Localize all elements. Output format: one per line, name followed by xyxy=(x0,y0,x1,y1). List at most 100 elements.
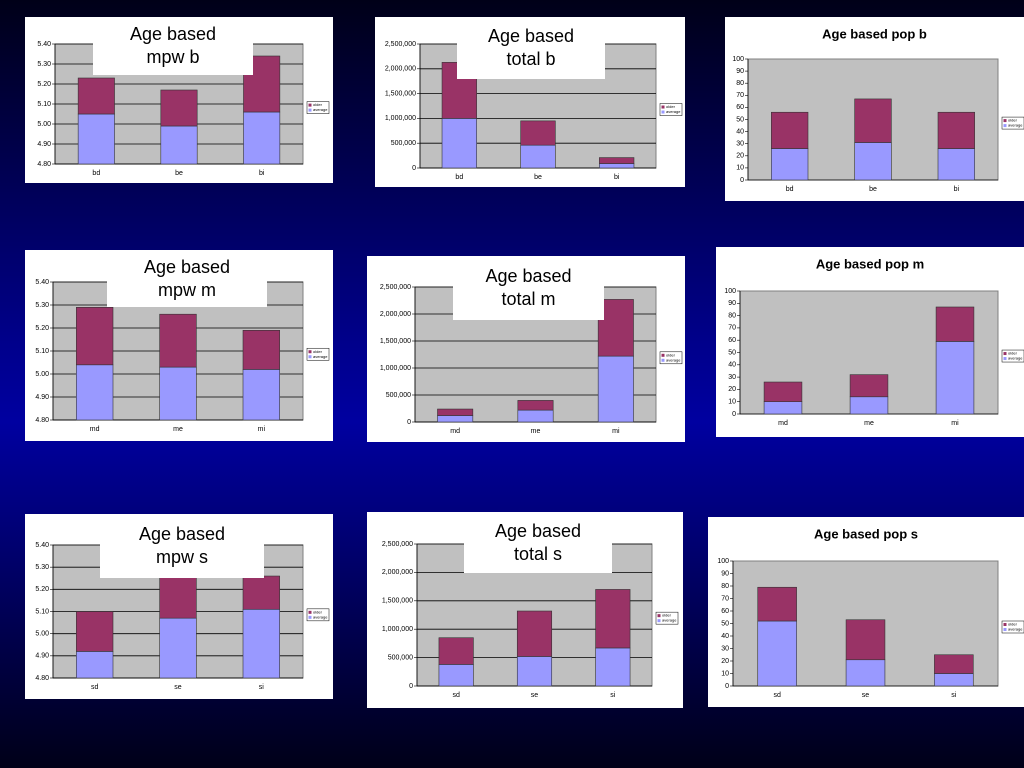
legend xyxy=(1001,116,1024,130)
bar-segment xyxy=(160,89,198,127)
bar-segment xyxy=(935,306,975,342)
y-tick-label: 5.00 xyxy=(35,631,49,638)
x-tick-label: bd xyxy=(92,170,100,177)
bar-segment xyxy=(438,637,474,665)
x-tick-label: bd xyxy=(786,186,794,193)
y-tick-label: 2,500,000 xyxy=(385,41,416,48)
y-tick-label: 4.90 xyxy=(35,653,49,660)
bar-segment xyxy=(243,111,281,165)
x-tick-label: bi xyxy=(259,170,265,177)
legend-label: average xyxy=(1008,123,1023,128)
y-tick-label: 5.10 xyxy=(35,348,49,355)
x-tick-label: bi xyxy=(954,186,960,193)
bar-segment xyxy=(763,401,803,415)
legend-swatch xyxy=(1003,352,1007,356)
legend-label: older xyxy=(1008,622,1018,627)
x-tick-label: se xyxy=(531,692,539,699)
x-tick-label: si xyxy=(951,692,957,699)
y-tick-label: 5.10 xyxy=(35,608,49,615)
x-tick-label: be xyxy=(534,174,542,181)
bar-segment xyxy=(437,415,474,423)
y-tick-label: 50 xyxy=(728,349,736,356)
y-tick-label: 5.20 xyxy=(35,586,49,593)
bar-segment xyxy=(76,651,114,679)
legend-swatch xyxy=(657,614,661,618)
y-tick-label: 2,500,000 xyxy=(380,284,411,291)
legend xyxy=(306,347,330,361)
chart-title: Age based total b xyxy=(457,22,605,79)
x-tick-label: si xyxy=(259,684,265,691)
bar-segment xyxy=(159,617,197,679)
y-tick-label: 4.90 xyxy=(37,141,51,148)
bar-segment xyxy=(595,647,631,687)
y-tick-label: 4.80 xyxy=(37,161,51,168)
legend-label: average xyxy=(313,614,328,619)
y-tick-label: 5.10 xyxy=(37,101,51,108)
legend xyxy=(306,608,330,622)
y-tick-label: 30 xyxy=(728,374,736,381)
bar-segment xyxy=(597,355,634,423)
bar-segment xyxy=(937,111,975,149)
legend-swatch xyxy=(308,355,312,359)
y-tick-label: 2,000,000 xyxy=(380,311,411,318)
legend-swatch xyxy=(308,615,312,619)
bar-segment xyxy=(242,329,280,370)
chart-title: Age based total m xyxy=(453,262,604,320)
y-tick-label: 1,500,000 xyxy=(380,338,411,345)
bar-segment xyxy=(934,654,974,674)
legend xyxy=(659,351,683,365)
y-tick-label: 0 xyxy=(725,683,729,690)
bar-segment xyxy=(937,148,975,181)
y-tick-label: 500,000 xyxy=(391,140,416,147)
legend xyxy=(659,103,683,116)
x-tick-label: be xyxy=(869,186,877,193)
y-tick-label: 50 xyxy=(736,116,744,123)
bar-segment xyxy=(242,608,280,679)
legend-swatch xyxy=(661,358,665,362)
legend-label: average xyxy=(666,357,681,362)
y-tick-label: 40 xyxy=(736,128,744,135)
bar-segment xyxy=(159,366,197,421)
legend-swatch xyxy=(1003,357,1007,361)
bar-segment xyxy=(517,409,554,423)
y-tick-label: 0 xyxy=(407,419,411,426)
y-tick-label: 10 xyxy=(736,165,744,172)
bar-segment xyxy=(76,611,114,652)
legend-label: older xyxy=(666,352,676,357)
y-tick-label: 500,000 xyxy=(388,654,413,661)
bar-segment xyxy=(845,659,886,687)
x-tick-label: bd xyxy=(455,174,463,181)
x-tick-label: mi xyxy=(612,428,620,435)
legend-label: older xyxy=(666,104,676,109)
legend-label: older xyxy=(662,613,672,618)
bar-segment xyxy=(597,299,634,357)
y-tick-label: 0 xyxy=(740,177,744,184)
x-tick-label: md xyxy=(450,428,460,435)
x-tick-label: md xyxy=(90,426,100,433)
y-tick-label: 0 xyxy=(412,165,416,172)
legend-label: older xyxy=(313,102,323,107)
y-tick-label: 30 xyxy=(721,645,729,652)
y-tick-label: 80 xyxy=(721,583,729,590)
y-tick-label: 70 xyxy=(721,595,729,602)
chart-title: Age based mpw s xyxy=(100,520,264,578)
y-tick-label: 1,500,000 xyxy=(382,598,413,605)
bar-segment xyxy=(516,656,553,687)
legend-swatch xyxy=(1003,119,1007,123)
legend-label: average xyxy=(313,354,328,359)
x-tick-label: bi xyxy=(614,174,620,181)
bar-segment xyxy=(595,589,631,649)
bar-segment xyxy=(771,111,809,149)
bar-segment xyxy=(757,620,797,687)
bar-segment xyxy=(76,306,114,366)
y-tick-label: 100 xyxy=(724,288,736,295)
y-tick-label: 5.30 xyxy=(35,564,49,571)
bar-segment xyxy=(77,113,115,165)
y-tick-label: 50 xyxy=(721,620,729,627)
bar-segment xyxy=(599,157,635,164)
y-tick-label: 5.40 xyxy=(35,542,49,549)
x-tick-label: sd xyxy=(452,692,460,699)
y-tick-label: 500,000 xyxy=(386,392,411,399)
y-tick-label: 100 xyxy=(732,56,744,63)
chart-title: Age based mpw b xyxy=(93,20,253,75)
